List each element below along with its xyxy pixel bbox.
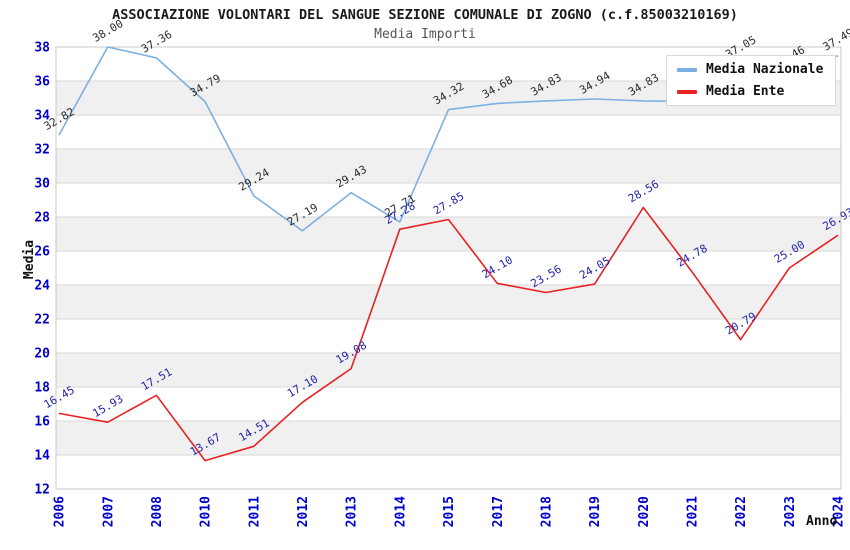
y-tick-label: 32 [34, 143, 50, 158]
legend-item-media-nazionale: Media Nazionale [677, 62, 823, 77]
legend-item-media-ente: Media Ente [677, 84, 823, 99]
y-tick-label: 20 [34, 347, 50, 362]
chart-title: ASSOCIAZIONE VOLONTARI DEL SANGUE SEZION… [112, 7, 738, 23]
y-tick-label: 38 [34, 41, 50, 56]
y-tick-label: 12 [34, 483, 50, 498]
x-tick-label: 2024 [832, 496, 847, 527]
plot-band [56, 217, 841, 251]
point-label: 27.85 [431, 190, 466, 218]
y-tick-label: 26 [34, 245, 50, 260]
y-tick-label: 30 [34, 177, 50, 192]
legend-swatch-red-line [677, 89, 697, 94]
y-tick-label: 36 [34, 75, 50, 90]
x-tick-label: 2017 [491, 496, 506, 527]
y-tick-label: 18 [34, 381, 50, 396]
legend-label-media-ente: Media Ente [706, 84, 785, 99]
x-tick-label: 2018 [539, 496, 554, 527]
x-tick-label: 2019 [588, 496, 603, 527]
x-tick-label: 2012 [296, 496, 311, 527]
legend: Media Nazionale Media Ente [666, 55, 837, 106]
x-axis-title: Anno [806, 514, 838, 529]
series-line-media-ente [58, 206, 839, 462]
plot-band [56, 421, 841, 455]
y-tick-label: 16 [34, 415, 50, 430]
x-tick-label: 2023 [783, 496, 798, 527]
x-tick-label: 2020 [637, 496, 652, 527]
point-label: 24.05 [577, 254, 612, 282]
plot-frame [55, 46, 842, 490]
point-label: 24.10 [480, 253, 515, 281]
x-tick-label: 2015 [442, 496, 457, 527]
x-tick-label: 2014 [393, 496, 408, 527]
y-tick-label: 22 [34, 313, 50, 328]
x-tick-label: 2013 [345, 496, 360, 527]
x-tick-label: 2008 [150, 496, 165, 527]
x-tick-label: 2021 [685, 496, 700, 527]
x-tick-label: 2006 [53, 496, 68, 527]
y-tick-label: 14 [34, 449, 50, 464]
chart-subtitle: Media Importi [374, 27, 476, 42]
plot-band [56, 353, 841, 387]
legend-label-media-nazionale: Media Nazionale [706, 62, 824, 77]
x-tick-label: 2007 [101, 496, 116, 527]
y-tick-label: 34 [34, 109, 50, 124]
plot-band [56, 285, 841, 319]
x-tick-label: 2011 [247, 496, 262, 527]
x-tick-label: 2022 [734, 496, 749, 527]
legend-swatch-blue-line [677, 67, 697, 72]
y-tick-label: 24 [34, 279, 50, 294]
y-axis-title: Media [22, 239, 38, 280]
x-tick-label: 2010 [199, 496, 214, 527]
y-tick-label: 28 [34, 211, 50, 226]
plot-band [56, 149, 841, 183]
